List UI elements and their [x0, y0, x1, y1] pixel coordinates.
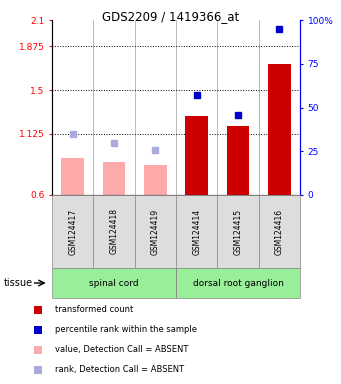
- Text: GSM124418: GSM124418: [109, 209, 119, 255]
- Bar: [217, 195, 259, 268]
- Text: GDS2209 / 1419366_at: GDS2209 / 1419366_at: [102, 10, 239, 23]
- Bar: [135, 195, 176, 268]
- Text: percentile rank within the sample: percentile rank within the sample: [55, 326, 196, 334]
- Bar: [61, 158, 84, 195]
- Text: GSM124415: GSM124415: [234, 209, 242, 255]
- Text: GSM124417: GSM124417: [68, 209, 77, 255]
- Bar: [144, 165, 167, 195]
- Text: GSM124414: GSM124414: [192, 209, 201, 255]
- Bar: [259, 195, 300, 268]
- Bar: [93, 195, 135, 268]
- Bar: [103, 162, 125, 195]
- Text: tissue: tissue: [3, 278, 32, 288]
- Bar: [227, 126, 249, 195]
- Text: GSM124419: GSM124419: [151, 209, 160, 255]
- Bar: [52, 195, 93, 268]
- Bar: [52, 268, 176, 298]
- Text: rank, Detection Call = ABSENT: rank, Detection Call = ABSENT: [55, 366, 184, 374]
- Text: value, Detection Call = ABSENT: value, Detection Call = ABSENT: [55, 346, 188, 354]
- Bar: [176, 268, 300, 298]
- Text: transformed count: transformed count: [55, 306, 133, 314]
- Text: spinal cord: spinal cord: [89, 278, 139, 288]
- Bar: [185, 116, 208, 195]
- Bar: [176, 195, 217, 268]
- Text: GSM124416: GSM124416: [275, 209, 284, 255]
- Text: dorsal root ganglion: dorsal root ganglion: [193, 278, 283, 288]
- Bar: [268, 65, 291, 195]
